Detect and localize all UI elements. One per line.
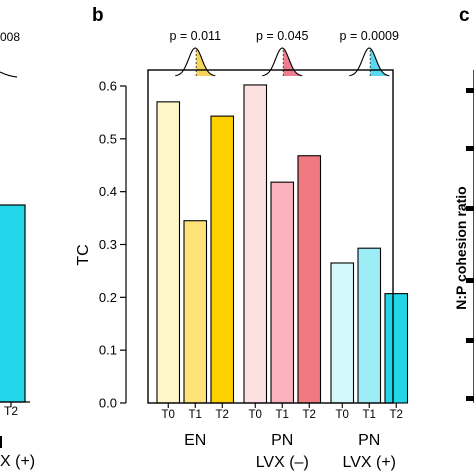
x-tick-label: T1 bbox=[276, 409, 289, 421]
x-tick-label: T1 bbox=[189, 409, 202, 421]
y-tick-label: 0.1 bbox=[99, 343, 117, 358]
right-tick-mark bbox=[466, 206, 474, 211]
p-value-label: p = 0.0009 bbox=[340, 29, 399, 43]
y-tick-label: 0.0 bbox=[99, 396, 117, 411]
bar-t2 bbox=[297, 155, 322, 404]
bar-t0 bbox=[156, 101, 181, 404]
group-label: PN bbox=[358, 432, 380, 449]
density-curve bbox=[175, 47, 216, 77]
right-tick-mark bbox=[466, 278, 474, 283]
bar-t2 bbox=[384, 293, 409, 404]
x-tick-label: T2 bbox=[390, 409, 403, 421]
bar-t2 bbox=[210, 115, 235, 404]
right-tick-mark bbox=[466, 146, 474, 151]
y-axis: 0.0 0.1 0.2 0.3 0.4 0.5 0.6 bbox=[99, 79, 127, 411]
panel-c-letter: c bbox=[459, 5, 470, 26]
bar-t1 bbox=[270, 181, 295, 404]
left-group-fragment: X (+) bbox=[0, 453, 35, 470]
x-tick-label: T0 bbox=[336, 409, 349, 421]
p-value-label: p = 0.045 bbox=[256, 29, 309, 43]
bar-t0 bbox=[243, 84, 268, 404]
left-tick-label: T2 bbox=[4, 404, 18, 418]
right-tick-mark bbox=[466, 88, 474, 93]
y-axis-label: TC bbox=[75, 244, 92, 265]
panel-c-y-axis-label: N:P cohesion ratio bbox=[453, 186, 469, 309]
group-label: PN bbox=[271, 432, 293, 449]
right-panel-partial: c N:P cohesion ratio bbox=[453, 5, 474, 403]
p-value-label: p = 0.011 bbox=[169, 29, 221, 43]
x-tick-label: T0 bbox=[249, 409, 262, 421]
x-tick-label: T2 bbox=[303, 409, 316, 421]
y-tick-label: 0.2 bbox=[99, 290, 117, 305]
left-panel-partial: 008 T2 X (+) bbox=[0, 30, 35, 470]
plot-frame bbox=[147, 69, 394, 404]
y-tick-label: 0.3 bbox=[99, 237, 117, 252]
y-tick-label: 0.6 bbox=[99, 79, 117, 94]
density-curve bbox=[262, 47, 303, 77]
group-label: LVX (–) bbox=[256, 454, 309, 471]
left-bar-fragment bbox=[0, 204, 26, 403]
density-curve bbox=[349, 47, 390, 77]
x-tick-label: T1 bbox=[363, 409, 376, 421]
y-tick-label: 0.4 bbox=[99, 184, 117, 199]
left-density-curve-fragment bbox=[0, 71, 18, 78]
group-label: EN bbox=[184, 432, 206, 449]
density-shaded-tail bbox=[283, 48, 303, 76]
right-tick-mark bbox=[466, 338, 474, 343]
bar-t1 bbox=[183, 220, 208, 404]
left-pvalue-fragment: 008 bbox=[0, 30, 20, 44]
x-tick-label: T2 bbox=[216, 409, 229, 421]
bar-t1 bbox=[357, 247, 382, 404]
bars bbox=[156, 84, 409, 404]
x-axis-labels: T0 T1 T2 EN T0 T1 T2 PN LVX (–) T0 T1 T2 PN LVX (+) bbox=[162, 403, 403, 471]
right-tick-mark bbox=[466, 396, 474, 401]
panel-b-letter: b bbox=[92, 5, 104, 26]
x-tick-label: T0 bbox=[162, 409, 175, 421]
density-curves: p = 0.011 p = 0.045 p = 0.0009 bbox=[169, 29, 399, 77]
bar-t0 bbox=[330, 262, 355, 404]
density-shaded-tail bbox=[370, 48, 390, 76]
group-label: LVX (+) bbox=[343, 454, 397, 471]
density-shaded-tail bbox=[196, 48, 216, 76]
left-bracket-fragment bbox=[0, 436, 2, 448]
y-tick-label: 0.5 bbox=[99, 131, 117, 146]
